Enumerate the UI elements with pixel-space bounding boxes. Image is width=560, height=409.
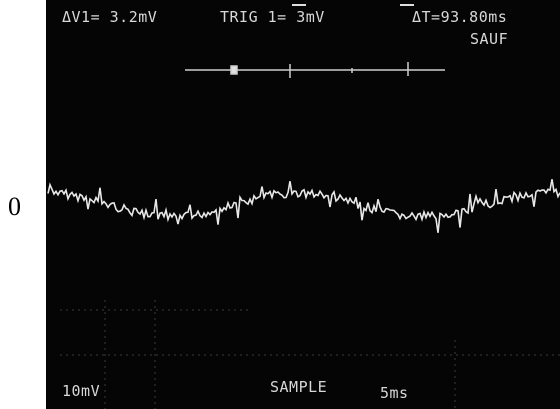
- mode-readout: SAUF: [470, 30, 508, 48]
- volts-per-div: 10mV: [62, 382, 100, 400]
- page: ΔV1= 3.2mV TRIG 1= 3mV ΔT=93.80ms SAUF 1…: [0, 0, 560, 409]
- trigger-readout: TRIG 1= 3mV: [220, 8, 325, 26]
- time-per-div: 5ms: [380, 384, 409, 402]
- acquisition-mode: SAMPLE: [270, 378, 327, 396]
- figure: ΔV1= 3.2mV TRIG 1= 3mV ΔT=93.80ms SAUF 1…: [0, 0, 560, 409]
- cursor-marker: [231, 66, 237, 74]
- delta-v-readout: ΔV1= 3.2mV: [62, 8, 157, 26]
- zero-label: 0: [8, 192, 21, 221]
- delta-t-readout: ΔT=93.80ms: [412, 8, 507, 26]
